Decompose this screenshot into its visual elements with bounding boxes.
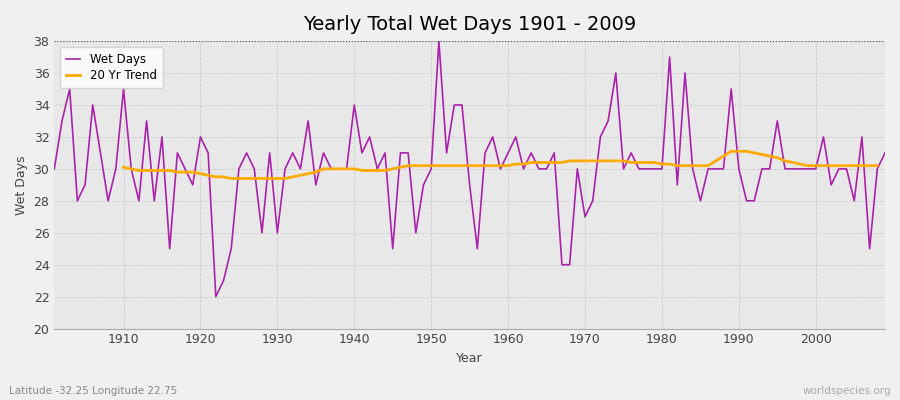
- Wet Days: [211, 294, 221, 299]
- 20 Yr Trend: [872, 163, 883, 168]
- Wet Days: [111, 166, 122, 171]
- 20 Yr Trend: [725, 149, 736, 154]
- Wet Days: [879, 150, 890, 155]
- 20 Yr Trend: [718, 154, 729, 158]
- Line: 20 Yr Trend: 20 Yr Trend: [123, 151, 878, 178]
- Wet Days: [49, 166, 59, 171]
- Wet Days: [434, 39, 445, 44]
- Wet Days: [287, 150, 298, 155]
- X-axis label: Year: Year: [456, 352, 483, 365]
- 20 Yr Trend: [356, 168, 367, 173]
- Wet Days: [510, 134, 521, 139]
- Wet Days: [610, 71, 621, 76]
- Title: Yearly Total Wet Days 1901 - 2009: Yearly Total Wet Days 1901 - 2009: [303, 15, 636, 34]
- Y-axis label: Wet Days: Wet Days: [15, 155, 28, 214]
- Text: worldspecies.org: worldspecies.org: [803, 386, 891, 396]
- 20 Yr Trend: [118, 165, 129, 170]
- Wet Days: [518, 166, 529, 171]
- 20 Yr Trend: [526, 160, 536, 165]
- 20 Yr Trend: [503, 163, 514, 168]
- Wet Days: [334, 166, 345, 171]
- Line: Wet Days: Wet Days: [54, 41, 885, 297]
- 20 Yr Trend: [326, 166, 337, 171]
- 20 Yr Trend: [302, 171, 313, 176]
- Legend: Wet Days, 20 Yr Trend: Wet Days, 20 Yr Trend: [60, 47, 163, 88]
- 20 Yr Trend: [226, 176, 237, 181]
- Text: Latitude -32.25 Longitude 22.75: Latitude -32.25 Longitude 22.75: [9, 386, 177, 396]
